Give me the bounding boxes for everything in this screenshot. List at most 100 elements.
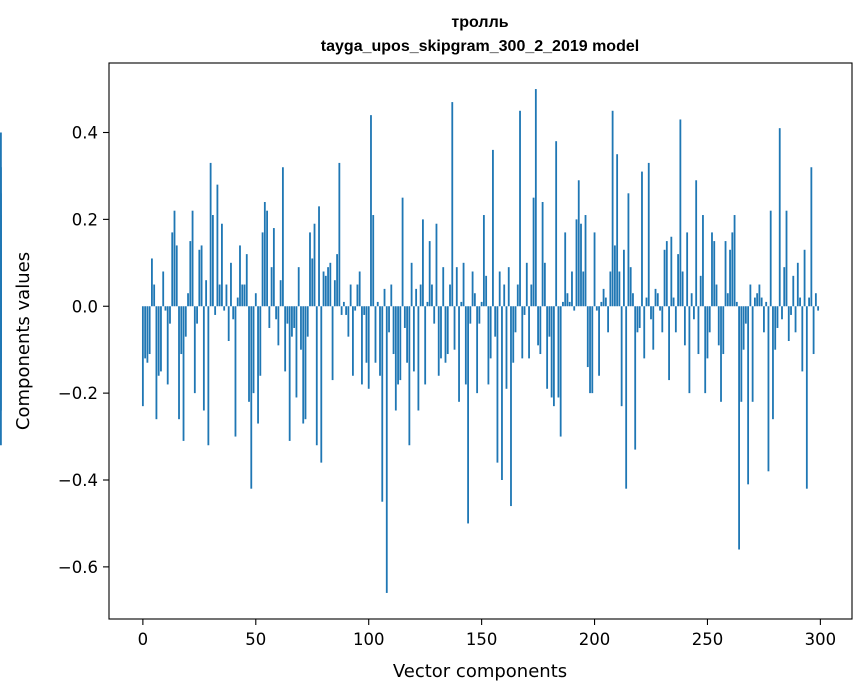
bar — [374, 306, 377, 363]
bar — [340, 306, 343, 315]
bar — [620, 306, 623, 407]
y-axis-ticks: −0.6 −0.4 −0.2 0.0 0.2 0.4 — [58, 124, 109, 577]
bar — [695, 180, 698, 307]
bar — [252, 306, 255, 394]
bar — [304, 306, 307, 420]
bar — [401, 197, 404, 307]
bar — [604, 297, 607, 307]
bar — [275, 306, 278, 320]
bar — [568, 301, 571, 307]
bar — [365, 306, 368, 363]
bar — [498, 271, 501, 307]
x-tick-label: 300 — [805, 630, 837, 649]
bar — [295, 306, 298, 398]
bar — [424, 306, 427, 385]
bar — [591, 306, 594, 394]
bar — [525, 262, 528, 307]
bar — [284, 306, 287, 372]
bar — [361, 306, 363, 385]
bar — [607, 306, 609, 333]
bar — [557, 306, 560, 398]
bar — [207, 306, 210, 446]
bar — [647, 162, 650, 307]
bar — [659, 306, 661, 311]
bar — [261, 232, 264, 307]
bar — [352, 306, 354, 376]
bar — [392, 306, 395, 355]
bar — [799, 297, 801, 307]
bar — [586, 306, 589, 368]
bar — [507, 267, 510, 307]
bar — [313, 223, 316, 307]
bar — [796, 262, 799, 307]
bar — [202, 306, 205, 411]
bar — [467, 306, 469, 524]
bar — [715, 284, 718, 307]
bar — [0, 245, 2, 307]
bar — [810, 167, 813, 307]
bar — [697, 306, 700, 355]
bar — [559, 306, 562, 437]
bar — [747, 306, 750, 485]
bar — [724, 241, 727, 307]
bar — [722, 306, 725, 355]
bar — [320, 306, 323, 463]
y-axis-label: Components values — [13, 252, 34, 430]
bar — [593, 232, 596, 307]
bar — [446, 306, 449, 355]
bar — [347, 306, 350, 337]
bar — [485, 275, 488, 307]
bar — [449, 284, 451, 307]
bar — [175, 245, 178, 307]
bar — [546, 306, 549, 389]
bar — [266, 210, 268, 307]
bar — [758, 284, 761, 307]
bar — [412, 306, 415, 372]
bar — [595, 306, 598, 311]
bar — [740, 306, 743, 402]
bar — [787, 306, 790, 341]
bar — [733, 215, 736, 307]
bar — [677, 254, 680, 307]
bar — [293, 306, 296, 328]
bar — [537, 306, 539, 346]
bar — [153, 284, 156, 307]
bar — [338, 162, 341, 307]
bar — [600, 301, 603, 307]
bar — [625, 306, 628, 489]
bar — [354, 306, 357, 311]
bar — [141, 306, 144, 407]
y-tick-label: −0.2 — [58, 384, 98, 403]
bar — [146, 306, 149, 363]
bar — [431, 284, 433, 307]
bar — [478, 306, 481, 324]
bar — [638, 306, 641, 328]
bar — [765, 301, 768, 307]
bar — [760, 297, 763, 307]
bar — [349, 284, 352, 307]
y-tick-label: −0.4 — [58, 471, 98, 490]
bar — [582, 271, 585, 307]
bar — [324, 275, 327, 307]
bar — [790, 306, 792, 315]
bar — [482, 215, 485, 307]
bar — [453, 306, 456, 350]
bar — [548, 306, 551, 337]
bar — [751, 306, 754, 402]
bar — [440, 306, 442, 359]
bar — [708, 306, 711, 333]
bar — [160, 306, 162, 372]
bar — [327, 267, 329, 307]
bar — [458, 306, 460, 402]
bar — [632, 293, 634, 307]
bar — [738, 306, 740, 550]
bar — [279, 280, 282, 307]
bar — [410, 262, 413, 307]
bar — [191, 210, 194, 307]
bar — [232, 306, 235, 320]
bar — [216, 184, 219, 307]
bar — [218, 284, 221, 307]
bar — [812, 306, 815, 355]
bar — [767, 306, 770, 472]
